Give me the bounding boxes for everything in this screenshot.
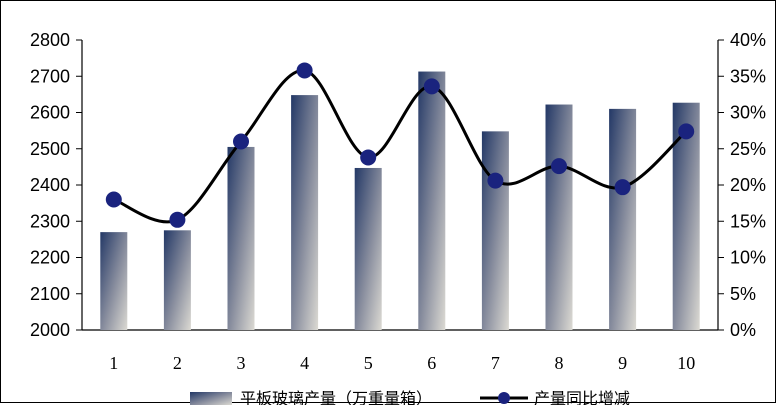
growth-line [113,68,688,224]
bar [227,146,255,330]
right-tick-label: 10% [730,248,766,268]
bar [609,108,637,330]
x-tick-label: 10 [677,353,695,373]
left-tick-label: 2100 [30,284,70,304]
left-tick-label: 2600 [30,103,70,123]
legend: 平板玻璃产量（万重量箱） 产量同比增减 [190,389,630,405]
right-tick-label: 25% [730,139,766,159]
x-tick-label: 7 [491,353,500,373]
x-tick-label: 3 [237,353,246,373]
left-tick-label: 2200 [30,248,70,268]
right-tick-label: 5% [730,284,756,304]
legend-line-marker [498,392,510,404]
bar-series [100,71,700,331]
bar [354,167,382,330]
bar [163,230,191,330]
right-tick-label: 30% [730,103,766,123]
growth-point [233,133,249,150]
bar [545,104,573,331]
bar [418,71,446,330]
bar [291,95,319,330]
right-tick-label: 0% [730,320,756,340]
left-axis-ticks: 2000 2100 2200 2300 2400 2500 2600 2700 2800 [30,30,82,340]
x-tick-label: 1 [109,353,118,373]
left-tick-label: 2400 [30,175,70,195]
growth-point [169,211,186,228]
growth-point [614,179,631,196]
growth-point [360,149,377,166]
legend-bar-swatch [190,392,232,405]
growth-point [678,123,695,140]
right-axis-ticks: 0% 5% 10% 15% 20% 25% 30% 35% 40% [718,30,766,340]
x-tick-label: 8 [555,353,564,373]
right-tick-label: 35% [730,66,766,86]
left-tick-label: 2800 [30,30,70,50]
left-tick-label: 2000 [30,320,70,340]
left-tick-label: 2700 [30,66,70,86]
x-tick-label: 6 [427,353,436,373]
legend-bar-label: 平板玻璃产量（万重量箱） [240,389,432,405]
left-tick-label: 2300 [30,211,70,231]
x-axis-ticks: 1 2 3 4 5 6 7 8 9 10 [109,353,695,373]
growth-point [296,62,313,79]
growth-point [487,172,504,189]
line-series [105,62,695,228]
right-tick-label: 15% [730,211,766,231]
bar [100,232,128,330]
x-tick-label: 2 [173,353,182,373]
bar [481,131,509,330]
legend-line-label: 产量同比增减 [534,389,630,405]
right-tick-label: 20% [730,175,766,195]
x-tick-label: 5 [364,353,373,373]
growth-point [423,78,440,95]
left-tick-label: 2500 [30,139,70,159]
growth-point [105,191,122,208]
x-tick-label: 9 [618,353,627,373]
right-tick-label: 40% [730,30,766,50]
growth-point [551,158,567,175]
x-tick-label: 4 [300,353,309,373]
